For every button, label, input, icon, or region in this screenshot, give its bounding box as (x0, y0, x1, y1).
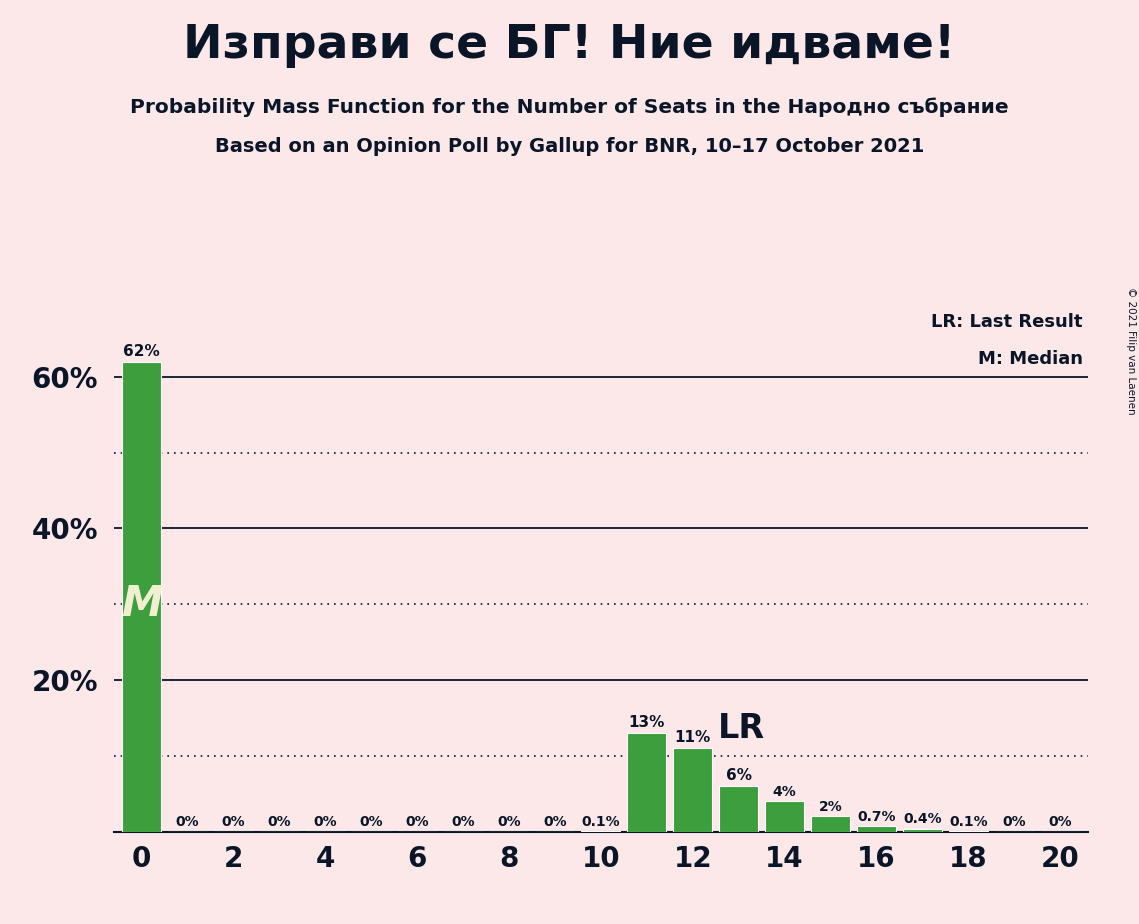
Text: Изправи се БГ! Ние идваме!: Изправи се БГ! Ние идваме! (183, 23, 956, 68)
Bar (857, 826, 896, 832)
Text: LR: Last Result: LR: Last Result (932, 313, 1083, 331)
Text: 0%: 0% (405, 815, 429, 829)
Text: © 2021 Filip van Laenen: © 2021 Filip van Laenen (1126, 287, 1136, 415)
Bar (628, 733, 666, 832)
Bar (811, 817, 850, 832)
Text: 0%: 0% (497, 815, 521, 829)
Bar (122, 362, 161, 832)
Bar (673, 748, 712, 832)
Text: 0%: 0% (175, 815, 199, 829)
Text: 0%: 0% (313, 815, 337, 829)
Text: 0.1%: 0.1% (949, 815, 988, 829)
Text: 0%: 0% (268, 815, 292, 829)
Text: LR: LR (718, 712, 765, 746)
Text: Probability Mass Function for the Number of Seats in the Народно събрание: Probability Mass Function for the Number… (130, 97, 1009, 116)
Text: Based on an Opinion Poll by Gallup for BNR, 10–17 October 2021: Based on an Opinion Poll by Gallup for B… (215, 137, 924, 156)
Text: 0.4%: 0.4% (903, 812, 942, 826)
Text: 4%: 4% (772, 785, 796, 799)
Text: 0.7%: 0.7% (858, 810, 895, 824)
Text: 11%: 11% (674, 730, 711, 746)
Text: 0.1%: 0.1% (582, 815, 620, 829)
Bar (903, 829, 942, 832)
Text: 62%: 62% (123, 344, 159, 359)
Bar (719, 786, 759, 832)
Text: M: M (121, 583, 162, 626)
Text: 0%: 0% (451, 815, 475, 829)
Text: 0%: 0% (543, 815, 567, 829)
Text: 0%: 0% (1002, 815, 1026, 829)
Text: 0%: 0% (1048, 815, 1072, 829)
Text: 2%: 2% (819, 800, 843, 814)
Text: M: Median: M: Median (978, 349, 1083, 368)
Text: 0%: 0% (359, 815, 383, 829)
Text: 6%: 6% (726, 768, 752, 784)
Bar (765, 801, 804, 832)
Text: 13%: 13% (629, 715, 665, 730)
Text: 0%: 0% (221, 815, 245, 829)
